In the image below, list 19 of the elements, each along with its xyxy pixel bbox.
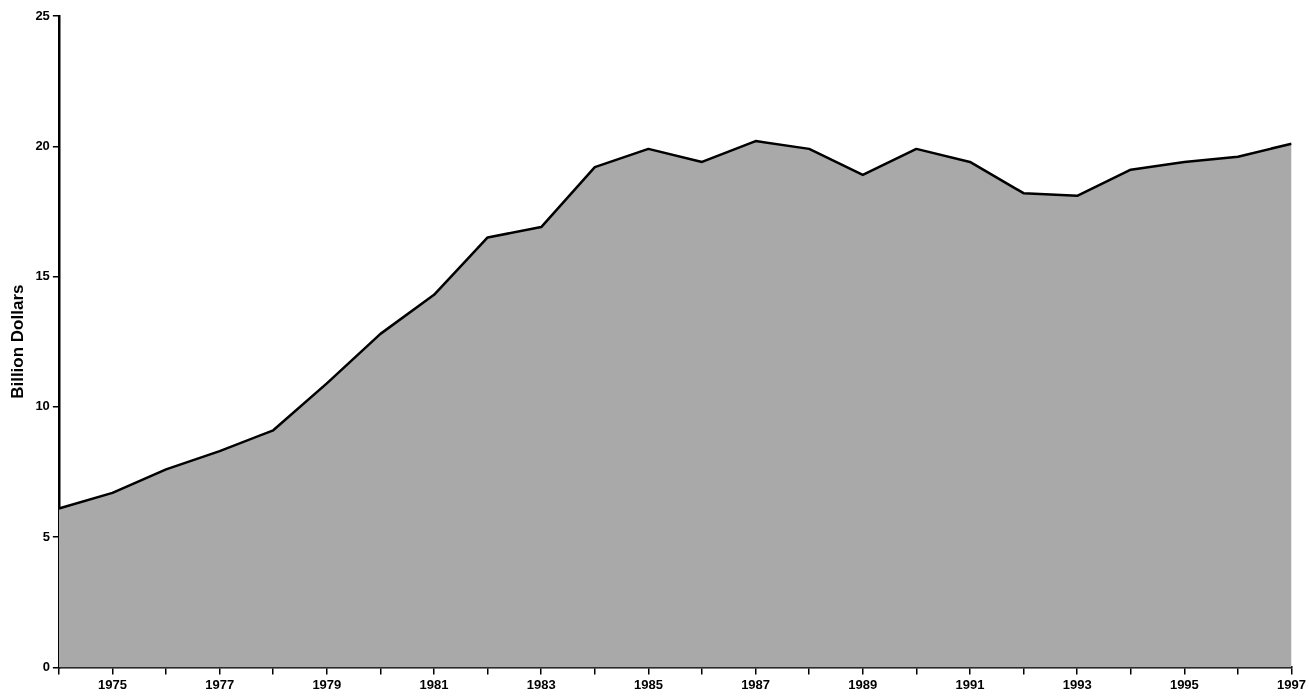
y-tick-label: 25 xyxy=(35,7,50,23)
y-axis-title: Billion Dollars xyxy=(7,284,27,399)
x-tick-label: 1981 xyxy=(419,676,449,692)
x-tick-label: 1975 xyxy=(97,676,127,692)
x-tick-label: 1987 xyxy=(741,676,771,692)
y-tick-label: 15 xyxy=(35,268,50,284)
x-tick-label: 1991 xyxy=(955,676,985,692)
x-tick-label: 1993 xyxy=(1062,676,1092,692)
x-tick-label: 1989 xyxy=(848,676,878,692)
x-tick-label: 1995 xyxy=(1169,676,1199,692)
x-tick-label: 1983 xyxy=(526,676,556,692)
x-tick-label: 1979 xyxy=(312,676,342,692)
y-tick-label: 20 xyxy=(35,137,50,153)
y-tick-label: 10 xyxy=(35,398,50,414)
y-tick-label: 0 xyxy=(42,658,50,674)
y-tick-label: 5 xyxy=(42,528,50,544)
x-tick-label: 1977 xyxy=(205,676,235,692)
x-tick-label: 1985 xyxy=(633,676,663,692)
x-tick-label: 1997 xyxy=(1277,676,1306,692)
